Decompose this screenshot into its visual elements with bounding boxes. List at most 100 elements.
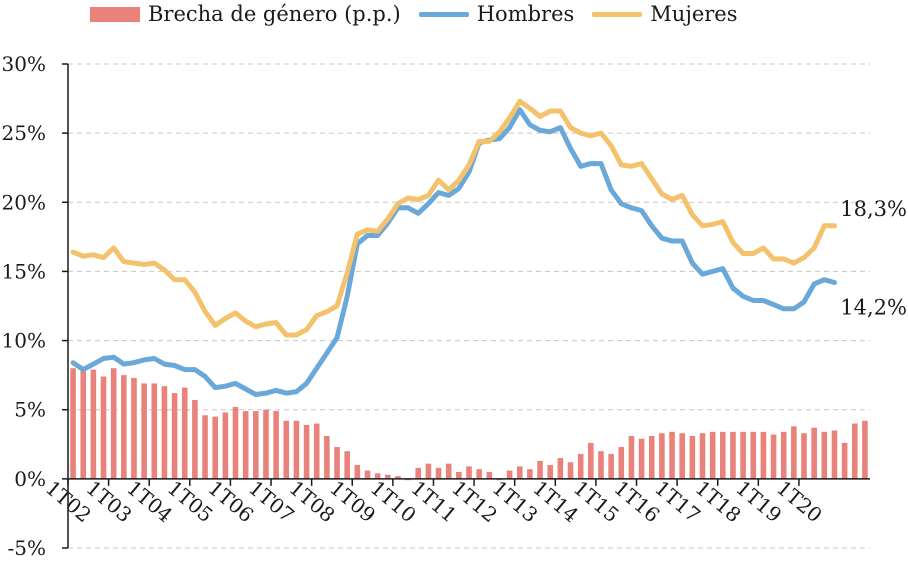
y-tick-label: 30% (2, 52, 46, 76)
gap-bar (384, 474, 391, 479)
gap-bar (354, 465, 361, 479)
gap-bar (222, 412, 229, 479)
gap-bar (577, 453, 584, 479)
gap-bar (374, 473, 381, 479)
gap-bar (689, 435, 696, 479)
gap-bar (506, 470, 513, 479)
gap-bar (70, 368, 76, 479)
legend-swatch-gap (90, 6, 140, 22)
gap-bar (212, 416, 218, 479)
gap-bar (770, 434, 777, 479)
gap-bar (313, 423, 320, 479)
gap-bar (324, 435, 330, 479)
gap-bar (730, 431, 736, 479)
legend-item-women: Mujeres (592, 2, 738, 26)
gap-bar (151, 383, 158, 479)
men-last-value-label: 14,2% (840, 295, 907, 319)
gap-bar (364, 470, 371, 479)
gap-bar (131, 377, 137, 479)
gap-bar (232, 406, 239, 479)
gap-bar (547, 465, 554, 479)
gap-bar (537, 460, 543, 479)
gap-bar (456, 471, 462, 479)
gap-bar (171, 393, 178, 479)
legend-label-women: Mujeres (650, 2, 738, 26)
y-tick-label: 5% (14, 398, 46, 422)
legend-swatch-men (418, 11, 469, 17)
gap-bar (659, 433, 665, 479)
series-line-women (70, 98, 837, 338)
gap-bar (527, 469, 533, 479)
gap-bar (862, 420, 868, 479)
gap-bar (192, 400, 198, 479)
gap-bar (435, 467, 442, 479)
gap-bar (841, 442, 848, 479)
gap-bar (334, 447, 340, 479)
gap-bar (293, 420, 300, 479)
gap-bar (557, 458, 564, 479)
y-tick-label: 25% (2, 121, 46, 145)
gap-bar (344, 451, 350, 479)
gap-bar (608, 453, 614, 479)
gap-bar (121, 375, 127, 479)
gap-bar (628, 435, 635, 479)
gap-bar (466, 466, 472, 479)
gap-bar (253, 411, 259, 479)
gap-bar (516, 466, 523, 479)
legend-swatch-women (592, 11, 643, 17)
gap-bar (709, 431, 716, 479)
gap-bar (750, 431, 757, 479)
legend-item-gap: Brecha de género (p.p.) (90, 2, 401, 26)
series-line-men (70, 107, 837, 397)
gap-bar (811, 427, 817, 479)
gap-bar (395, 476, 401, 479)
gap-bar (648, 435, 655, 479)
gap-bar (425, 463, 432, 479)
gap-bar (638, 438, 645, 479)
gap-bar (90, 369, 97, 479)
gap-bar (618, 447, 625, 479)
gap-bar (801, 433, 807, 479)
y-tick-label: 20% (2, 190, 46, 214)
gap-bar (100, 376, 107, 479)
gap-bar (303, 424, 310, 479)
chart-legend: Brecha de género (p.p.) Hombres Mujeres (90, 2, 738, 26)
gap-bar (760, 431, 767, 479)
gap-bar (415, 467, 422, 479)
gap-bar (486, 471, 493, 479)
gap-bar (141, 383, 147, 479)
gap-bar (567, 462, 574, 479)
y-tick-label: 15% (2, 259, 46, 283)
gap-bar (273, 411, 279, 479)
gap-bar (445, 463, 452, 479)
gap-bar (181, 387, 188, 479)
y-tick-label: 10% (2, 329, 46, 353)
gap-bar (831, 430, 838, 479)
gap-bar (161, 386, 168, 479)
gap-bar (699, 433, 706, 479)
gap-bar (598, 451, 604, 479)
gap-bar (821, 431, 828, 479)
gap-bar (283, 420, 290, 479)
legend-label-men: Hombres (476, 2, 575, 26)
gap-bar (110, 368, 117, 479)
y-tick-label: 0% (14, 467, 46, 491)
women-last-value-label: 18,3% (840, 197, 907, 221)
gap-bar (263, 409, 269, 479)
gap-bar (202, 415, 208, 479)
gap-bar (588, 442, 594, 479)
legend-label-gap: Brecha de género (p.p.) (148, 2, 401, 26)
gap-bar (780, 431, 787, 479)
gap-bar (80, 370, 87, 479)
gap-bar (720, 431, 726, 479)
gap-bar (791, 426, 797, 479)
gap-bar (851, 423, 858, 479)
gap-bar (476, 469, 482, 479)
legend-item-men: Hombres (418, 2, 575, 26)
gap-bar (242, 411, 249, 479)
gap-bar (669, 431, 675, 479)
gap-bar (740, 431, 746, 479)
gap-bar (679, 433, 685, 479)
y-tick-label: -5% (8, 536, 47, 560)
